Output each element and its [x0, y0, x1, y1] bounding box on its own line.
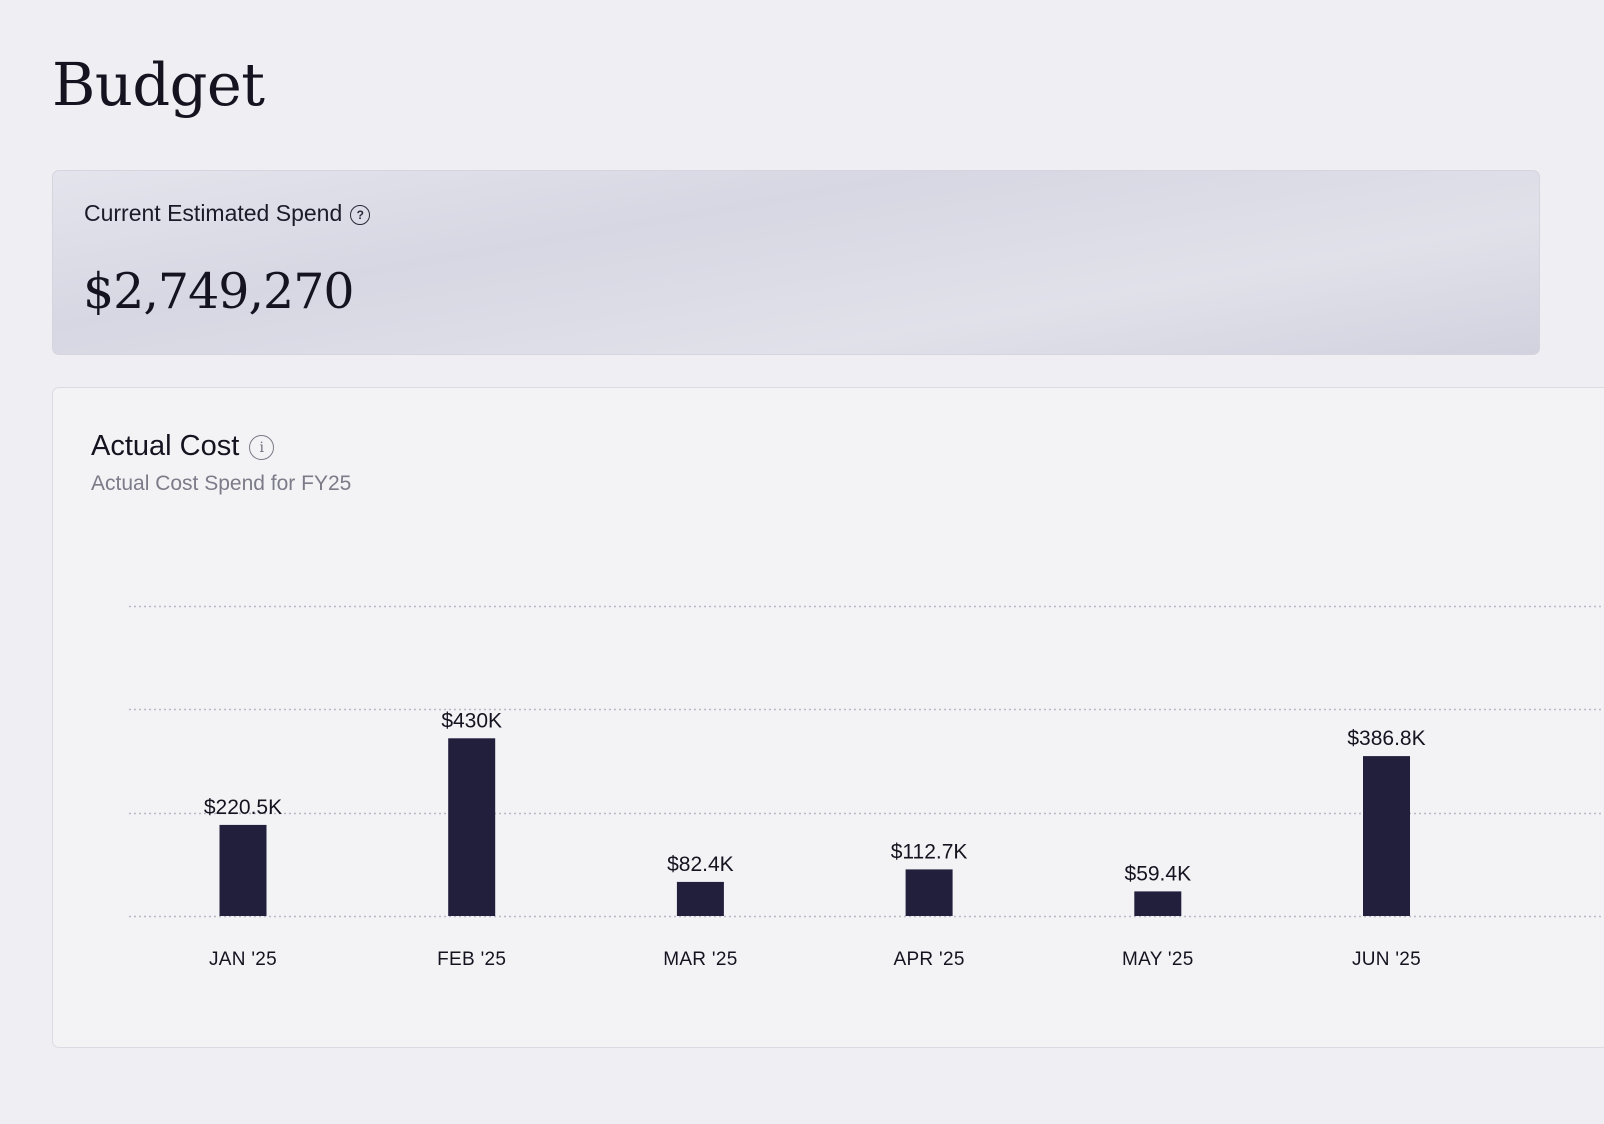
- bar-4[interactable]: [1134, 891, 1182, 916]
- x-tick-label-3: APR '25: [893, 949, 964, 970]
- bar-value-label-5: $386.8K: [1347, 727, 1425, 750]
- spend-label: Current Estimated Spend: [84, 200, 343, 226]
- bar-0[interactable]: [219, 824, 267, 916]
- bar-3[interactable]: [905, 869, 953, 916]
- x-tick-label-1: FEB '25: [437, 949, 506, 970]
- x-tick-label-5: JUN '25: [1352, 949, 1421, 970]
- actual-cost-bar-chart: $220.5K JAN '25 $430K FEB '25 $82.4K MAR '25 $…: [129, 605, 1604, 970]
- bar-value-label-3: $112.7K: [891, 840, 968, 863]
- chart-title: Actual Cost: [91, 430, 240, 462]
- info-circle-icon[interactable]: i: [249, 435, 275, 460]
- current-estimated-spend-card: Current Estimated Spend ? $2,749,270: [52, 170, 1540, 355]
- bar-2[interactable]: [676, 881, 724, 916]
- x-tick-label-0: JAN '25: [209, 949, 277, 970]
- spend-value: $2,749,270: [83, 263, 355, 320]
- bar-value-label-4: $59.4K: [1125, 862, 1192, 885]
- chart-subtitle: Actual Cost Spend for FY25: [91, 472, 352, 495]
- actual-cost-card: Actual Cost i Actual Cost Spend for FY25…: [52, 387, 1604, 1048]
- spend-label-row: Current Estimated Spend ?: [84, 200, 371, 227]
- bar-value-label-1: $430K: [441, 709, 502, 732]
- question-circle-icon[interactable]: ?: [350, 204, 371, 225]
- bar-value-label-2: $82.4K: [667, 853, 734, 876]
- x-tick-label-4: MAY '25: [1122, 949, 1194, 970]
- bar-1[interactable]: [448, 738, 496, 916]
- cost-title-row: Actual Cost i: [91, 430, 275, 463]
- bar-value-label-0: $220.5K: [204, 796, 282, 819]
- x-tick-label-2: MAR '25: [663, 949, 737, 970]
- bar-5[interactable]: [1363, 756, 1410, 916]
- page-title: Budget: [52, 50, 265, 119]
